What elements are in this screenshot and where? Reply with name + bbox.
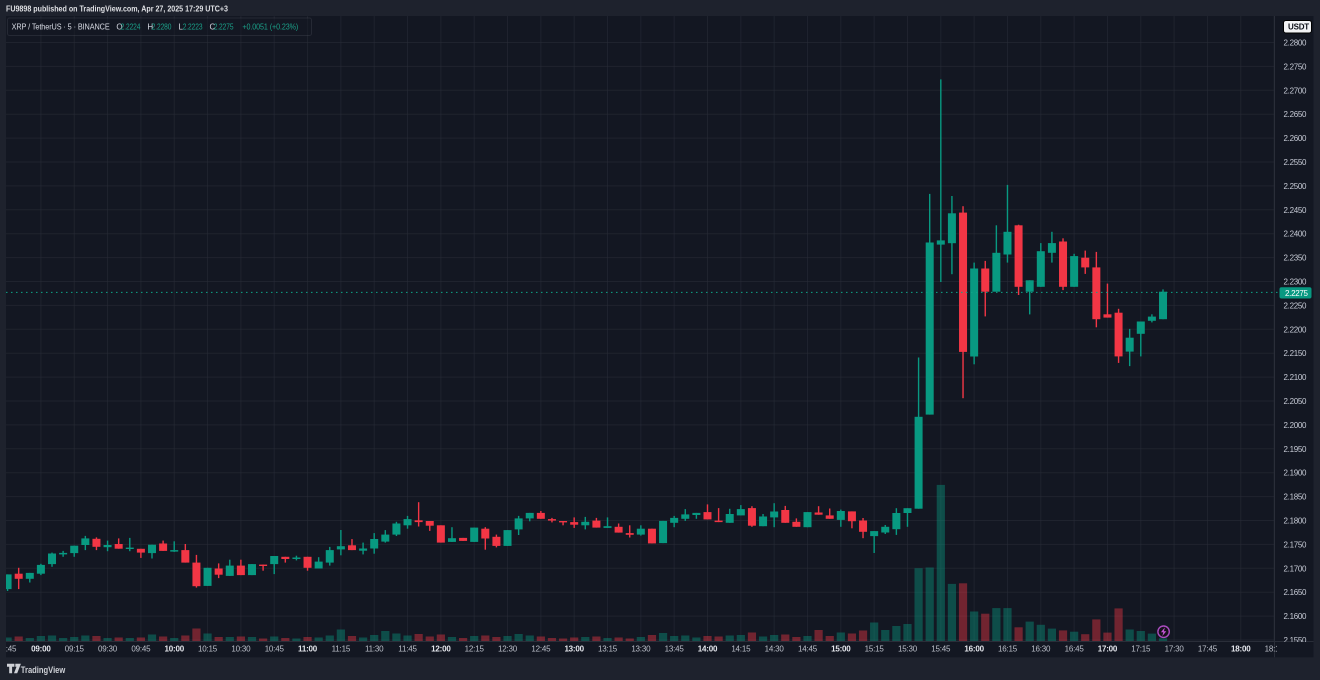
svg-text:USDT: USDT xyxy=(1288,23,1309,32)
svg-text:2.2100: 2.2100 xyxy=(1284,373,1308,382)
svg-text:17:30: 17:30 xyxy=(1165,645,1185,654)
svg-text:10:30: 10:30 xyxy=(231,645,251,654)
svg-text:2.1550: 2.1550 xyxy=(1284,636,1308,645)
svg-text:2.1700: 2.1700 xyxy=(1284,564,1308,573)
svg-text:12:45: 12:45 xyxy=(531,645,551,654)
svg-text:2.2650: 2.2650 xyxy=(1284,110,1308,119)
svg-text:18:15: 18:15 xyxy=(1265,645,1285,654)
svg-text:2.2275: 2.2275 xyxy=(1285,289,1309,298)
svg-text:09:30: 09:30 xyxy=(98,645,118,654)
svg-text:2.2550: 2.2550 xyxy=(1284,158,1308,167)
svg-text:11:15: 11:15 xyxy=(332,645,351,654)
svg-text:+0.0051 (+0.23%): +0.0051 (+0.23%) xyxy=(242,23,298,32)
svg-text:2.1850: 2.1850 xyxy=(1284,493,1308,502)
svg-text:12:15: 12:15 xyxy=(465,645,485,654)
svg-text:2.2000: 2.2000 xyxy=(1284,421,1308,430)
svg-text:15:45: 15:45 xyxy=(931,645,951,654)
svg-text:10:45: 10:45 xyxy=(265,645,285,654)
svg-text:15:30: 15:30 xyxy=(898,645,918,654)
svg-text:2.1650: 2.1650 xyxy=(1284,588,1308,597)
svg-text:XRP / TetherUS · 5 · BINANCE: XRP / TetherUS · 5 · BINANCE xyxy=(12,23,110,32)
svg-text:11:30: 11:30 xyxy=(365,645,384,654)
svg-text:10:00: 10:00 xyxy=(164,645,184,654)
svg-text:14:15: 14:15 xyxy=(731,645,751,654)
svg-text:17:45: 17:45 xyxy=(1198,645,1218,654)
svg-text:TradingView: TradingView xyxy=(21,665,66,675)
svg-text:2.2800: 2.2800 xyxy=(1284,39,1308,48)
svg-text:13:30: 13:30 xyxy=(631,645,651,654)
svg-text:C: C xyxy=(210,23,216,32)
svg-text:2.1950: 2.1950 xyxy=(1284,445,1308,454)
svg-text:11:45: 11:45 xyxy=(398,645,417,654)
svg-text:2.2400: 2.2400 xyxy=(1284,230,1308,239)
svg-text:17:15: 17:15 xyxy=(1131,645,1151,654)
svg-text:2.2224: 2.2224 xyxy=(121,23,141,32)
svg-text:2.2600: 2.2600 xyxy=(1284,134,1308,143)
svg-text:12:30: 12:30 xyxy=(498,645,518,654)
svg-text:13:00: 13:00 xyxy=(564,645,584,654)
svg-text:14:30: 14:30 xyxy=(765,645,785,654)
svg-text:13:45: 13:45 xyxy=(665,645,685,654)
svg-text:H: H xyxy=(147,23,153,32)
svg-text:2.2280: 2.2280 xyxy=(152,23,172,32)
svg-text:O: O xyxy=(116,23,122,32)
svg-text:09:45: 09:45 xyxy=(131,645,151,654)
svg-text:2.2500: 2.2500 xyxy=(1284,182,1308,191)
svg-text:L: L xyxy=(179,23,184,32)
svg-text:16:30: 16:30 xyxy=(1031,645,1051,654)
svg-text:17:00: 17:00 xyxy=(1098,645,1118,654)
svg-text:2.2050: 2.2050 xyxy=(1284,397,1308,406)
svg-text:2.2200: 2.2200 xyxy=(1284,325,1308,334)
svg-text:15:00: 15:00 xyxy=(831,645,851,654)
svg-text:2.2750: 2.2750 xyxy=(1284,62,1308,71)
svg-text:2.2450: 2.2450 xyxy=(1284,206,1308,215)
svg-text:18:00: 18:00 xyxy=(1231,645,1251,654)
svg-text:2.1750: 2.1750 xyxy=(1284,540,1308,549)
svg-text:2.2150: 2.2150 xyxy=(1284,349,1308,358)
svg-text:14:45: 14:45 xyxy=(798,645,818,654)
svg-text:2.1900: 2.1900 xyxy=(1284,469,1308,478)
svg-text:09:00: 09:00 xyxy=(31,645,51,654)
svg-text:16:15: 16:15 xyxy=(998,645,1018,654)
svg-text:FU9898 published on TradingVie: FU9898 published on TradingView.com, Apr… xyxy=(6,4,228,13)
svg-text:13:15: 13:15 xyxy=(598,645,618,654)
svg-text::45: :45 xyxy=(6,645,17,654)
svg-text:16:45: 16:45 xyxy=(1065,645,1085,654)
svg-text:15:15: 15:15 xyxy=(865,645,885,654)
svg-text:2.2300: 2.2300 xyxy=(1284,278,1308,287)
svg-text:12:00: 12:00 xyxy=(431,645,451,654)
svg-text:2.2250: 2.2250 xyxy=(1284,301,1308,310)
svg-text:10:15: 10:15 xyxy=(198,645,218,654)
svg-text:2.2223: 2.2223 xyxy=(183,23,203,32)
svg-text:2.2700: 2.2700 xyxy=(1284,86,1308,95)
svg-text:14:00: 14:00 xyxy=(698,645,718,654)
svg-text:2.1600: 2.1600 xyxy=(1284,612,1308,621)
svg-text:16:00: 16:00 xyxy=(964,645,984,654)
svg-text:09:15: 09:15 xyxy=(65,645,85,654)
svg-text:2.1800: 2.1800 xyxy=(1284,517,1308,526)
svg-text:2.2275: 2.2275 xyxy=(214,23,234,32)
svg-text:11:00: 11:00 xyxy=(298,645,318,654)
svg-text:2.2350: 2.2350 xyxy=(1284,254,1308,263)
